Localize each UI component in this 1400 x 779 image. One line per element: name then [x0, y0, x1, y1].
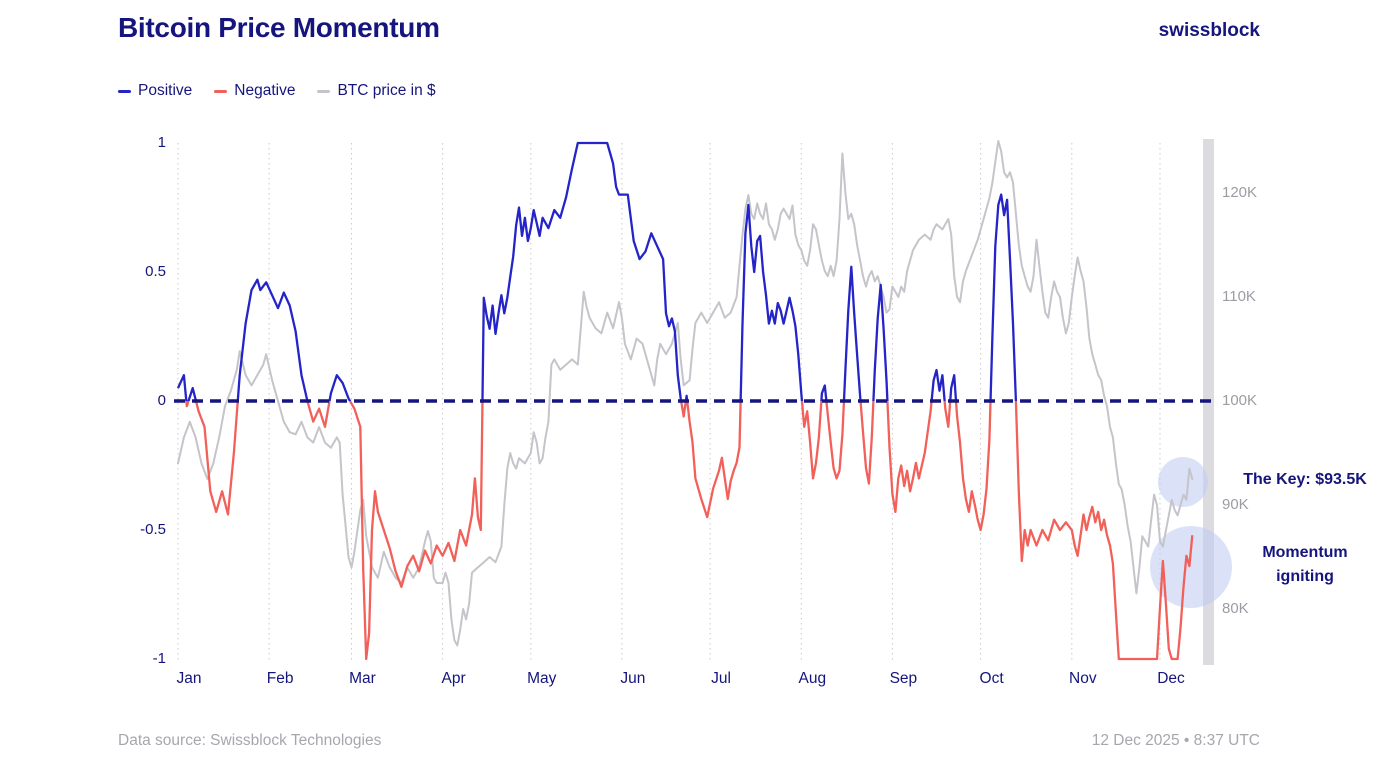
month-label-Feb: Feb — [266, 670, 294, 687]
month-label-May: May — [527, 670, 557, 687]
month-label-Jan: Jan — [176, 670, 202, 687]
month-label-Aug: Aug — [798, 670, 827, 687]
month-label-Sep: Sep — [889, 670, 918, 687]
right-axis-tick-110K: 110K — [1222, 288, 1256, 305]
legend-item-positive: Positive — [118, 82, 192, 100]
swissblock-logo: swissblock — [1158, 20, 1260, 41]
data-source-label: Data source: Swissblock Technologies — [118, 732, 382, 749]
key-annotation: The Key: $93.5K — [1243, 471, 1367, 488]
left-axis-tick--0.5: -0.5 — [140, 521, 166, 538]
left-axis-tick-1: 1 — [157, 134, 166, 151]
chart-legend: Positive Negative BTC price in $ — [118, 82, 436, 100]
legend-label-positive: Positive — [138, 82, 193, 99]
right-axis-tick-90K: 90K — [1222, 496, 1249, 513]
legend-item-negative: Negative — [214, 82, 295, 100]
left-axis-tick-0: 0 — [157, 392, 166, 409]
timestamp-label: 12 Dec 2025 • 8:37 UTC — [1091, 732, 1260, 749]
month-label-Apr: Apr — [441, 670, 466, 687]
legend-label-negative: Negative — [234, 82, 296, 99]
month-label-Jun: Jun — [620, 670, 646, 687]
left-axis-ticks: 1 0.5 0 -0.5 -1 — [112, 0, 166, 779]
legend-label-btc-price: BTC price in $ — [337, 82, 436, 99]
momentum-annotation-line2: igniting — [1276, 568, 1334, 585]
month-label-Dec: Dec — [1157, 670, 1185, 687]
legend-item-btc-price: BTC price in $ — [317, 82, 436, 100]
page-title: Bitcoin Price Momentum — [118, 12, 440, 43]
positive-line-swatch — [118, 89, 131, 93]
momentum-annotation-line1: Momentum — [1262, 544, 1348, 561]
left-axis-tick--1: -1 — [152, 650, 166, 667]
month-label-Nov: Nov — [1069, 670, 1097, 687]
momentum-igniting-annotation: Momentum igniting — [1243, 541, 1367, 589]
right-axis-tick-80K: 80K — [1222, 600, 1249, 617]
left-axis-tick-0.5: 0.5 — [145, 263, 166, 280]
month-label-Mar: Mar — [349, 670, 376, 687]
month-label-Jul: Jul — [711, 670, 731, 687]
right-axis-tick-120K: 120K — [1222, 184, 1258, 201]
right-axis-tick-100K: 100K — [1222, 392, 1258, 409]
right-axis-ticks: 120K 110K 100K 90K 80K — [1222, 0, 1282, 779]
month-label-Oct: Oct — [979, 670, 1004, 687]
negative-line-swatch — [214, 89, 228, 93]
btc-price-line-swatch — [317, 89, 331, 93]
